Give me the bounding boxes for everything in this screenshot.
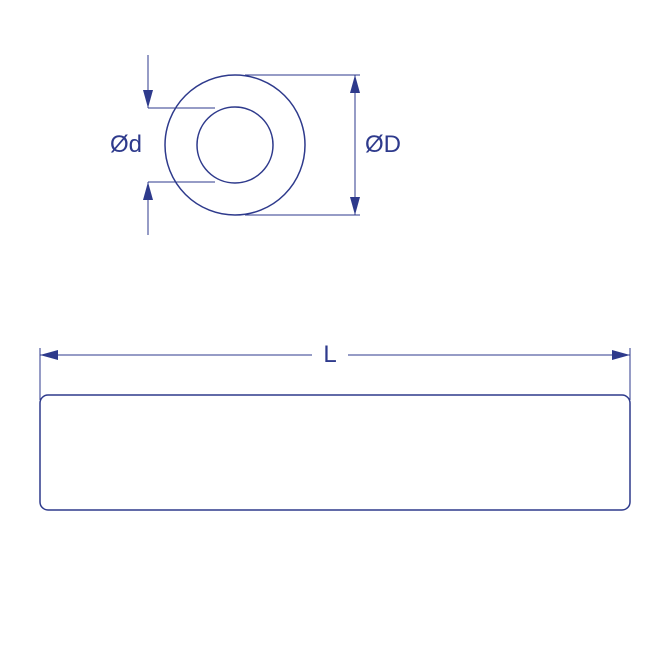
dim-label-length: L — [323, 341, 336, 368]
tube-side-view — [40, 395, 630, 510]
dim-label-outer-diameter: ØD — [365, 131, 401, 158]
dim-label-inner-diameter: Ød — [110, 131, 142, 158]
